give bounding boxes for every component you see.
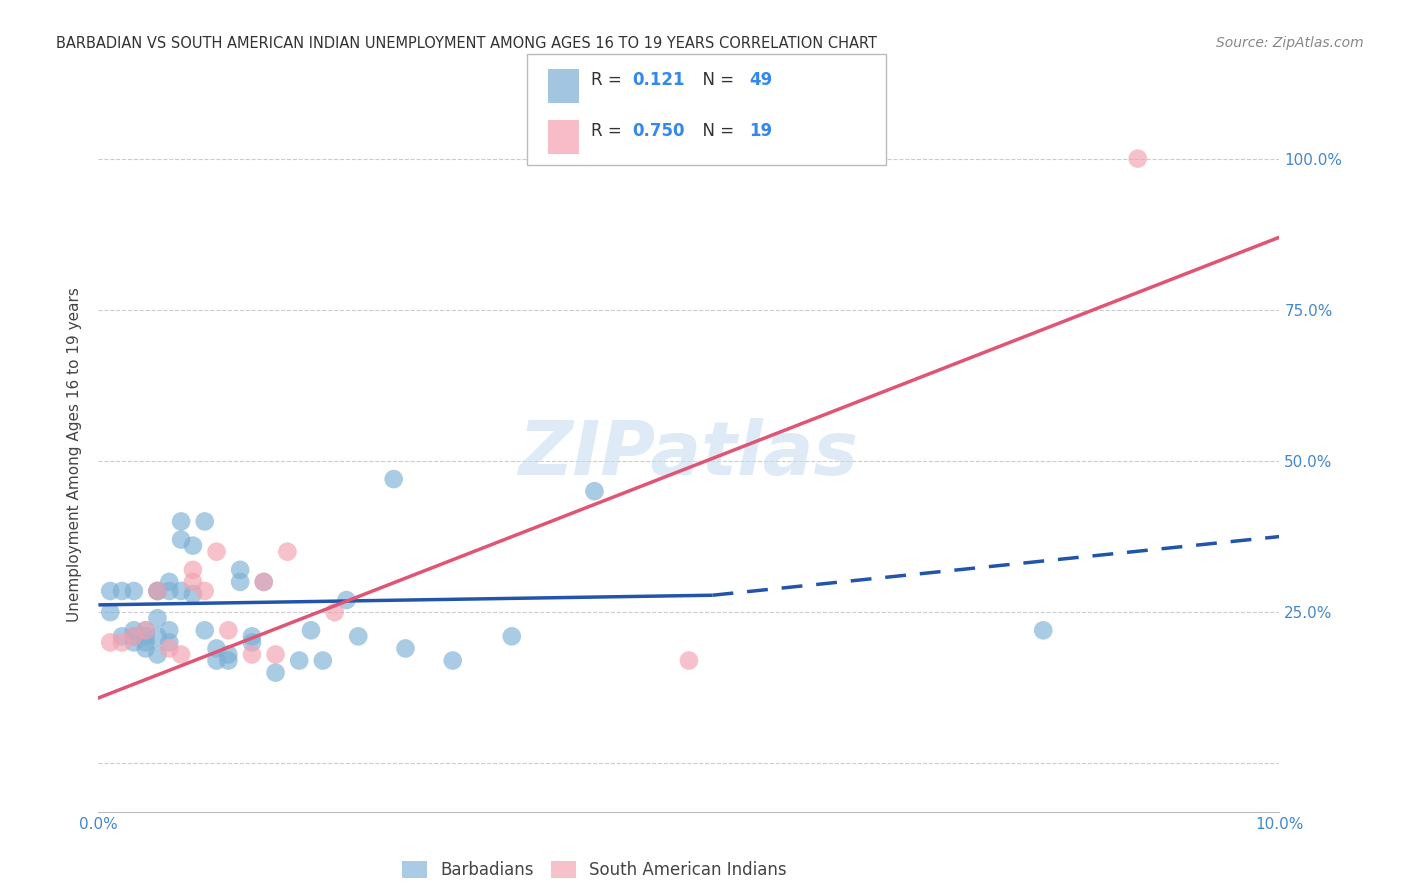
Point	[335, 593, 357, 607]
Point	[1126, 152, 1149, 166]
Point	[181, 587, 204, 601]
Point	[299, 624, 322, 638]
Point	[181, 574, 204, 589]
Point	[170, 533, 193, 547]
Point	[98, 584, 121, 599]
Point	[194, 584, 217, 599]
Text: Source: ZipAtlas.com: Source: ZipAtlas.com	[1216, 36, 1364, 50]
Point	[146, 648, 169, 662]
Point	[157, 635, 180, 649]
Point	[240, 635, 263, 649]
Point	[1032, 624, 1054, 638]
Text: N =: N =	[692, 122, 740, 140]
Point	[146, 611, 169, 625]
Point	[264, 648, 287, 662]
Point	[122, 629, 145, 643]
Point	[678, 654, 700, 668]
Point	[229, 563, 252, 577]
Point	[157, 624, 180, 638]
Point	[441, 654, 464, 668]
Point	[146, 584, 169, 599]
Point	[194, 624, 217, 638]
Point	[135, 641, 157, 656]
Point	[323, 605, 346, 619]
Point	[170, 648, 193, 662]
Text: BARBADIAN VS SOUTH AMERICAN INDIAN UNEMPLOYMENT AMONG AGES 16 TO 19 YEARS CORREL: BARBADIAN VS SOUTH AMERICAN INDIAN UNEMP…	[56, 36, 877, 51]
Point	[135, 624, 157, 638]
Point	[98, 635, 121, 649]
Point	[111, 635, 134, 649]
Point	[240, 648, 263, 662]
Point	[170, 584, 193, 599]
Point	[135, 629, 157, 643]
Point	[111, 629, 134, 643]
Point	[122, 584, 145, 599]
Point	[312, 654, 335, 668]
Point	[157, 584, 180, 599]
Point	[181, 539, 204, 553]
Point	[205, 641, 228, 656]
Point	[382, 472, 405, 486]
Point	[264, 665, 287, 680]
Point	[501, 629, 523, 643]
Point	[170, 515, 193, 529]
Point	[122, 624, 145, 638]
Y-axis label: Unemployment Among Ages 16 to 19 years: Unemployment Among Ages 16 to 19 years	[67, 287, 83, 623]
Text: 0.121: 0.121	[633, 70, 685, 88]
Point	[217, 654, 239, 668]
Point	[135, 624, 157, 638]
Point	[276, 544, 298, 558]
Point	[122, 629, 145, 643]
Point	[394, 641, 416, 656]
Point	[217, 624, 239, 638]
Point	[240, 629, 263, 643]
Point	[583, 484, 606, 499]
Point	[98, 605, 121, 619]
Point	[253, 574, 276, 589]
Point	[146, 584, 169, 599]
Point	[288, 654, 311, 668]
Point	[146, 584, 169, 599]
Point	[157, 641, 180, 656]
Point	[229, 574, 252, 589]
Legend: Barbadians, South American Indians: Barbadians, South American Indians	[395, 854, 793, 886]
Point	[135, 635, 157, 649]
Point	[253, 574, 276, 589]
Point	[347, 629, 370, 643]
Text: ZIPatlas: ZIPatlas	[519, 418, 859, 491]
Point	[122, 635, 145, 649]
Text: R =: R =	[591, 122, 627, 140]
Text: 0.750: 0.750	[633, 122, 685, 140]
Point	[205, 544, 228, 558]
Point	[205, 654, 228, 668]
Text: R =: R =	[591, 70, 627, 88]
Text: N =: N =	[692, 70, 740, 88]
Point	[146, 629, 169, 643]
Point	[111, 584, 134, 599]
Text: 19: 19	[749, 122, 772, 140]
Point	[157, 574, 180, 589]
Point	[194, 515, 217, 529]
Text: 49: 49	[749, 70, 773, 88]
Point	[217, 648, 239, 662]
Point	[181, 563, 204, 577]
